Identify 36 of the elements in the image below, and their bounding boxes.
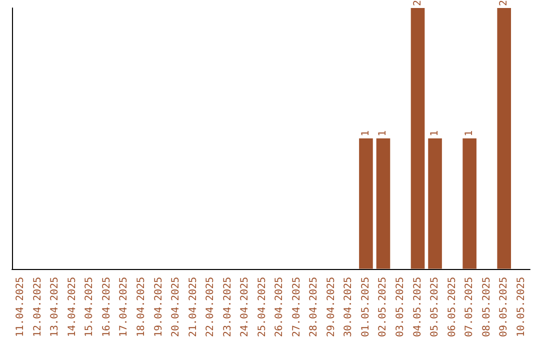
x-tick-label: 30.04.2025: [343, 276, 354, 338]
x-tick-label: 01.05.2025: [360, 276, 372, 338]
x-tick-label: 06.05.2025: [446, 276, 458, 338]
x-tick-label: 23.04.2025: [222, 276, 234, 338]
x-tick-label: 09.05.2025: [498, 276, 510, 338]
x-tick-label: 12.04.2025: [32, 276, 44, 338]
x-tick-label: 25.04.2025: [256, 276, 268, 338]
x-tick-label: 28.04.2025: [308, 276, 320, 338]
x-tick-label: 14.04.2025: [66, 276, 78, 338]
x-tick-label: 17.04.2025: [118, 276, 130, 338]
x-tick-label: 27.04.2025: [291, 276, 302, 338]
x-tick-label: 26.04.2025: [274, 276, 286, 338]
x-tick-label: 13.04.2025: [50, 276, 61, 338]
data-label: 1: [378, 130, 389, 136]
x-tick-label: 11.04.2025: [15, 276, 26, 338]
x-tick-label: 21.04.2025: [188, 276, 199, 338]
x-tick-label: 16.04.2025: [101, 276, 112, 338]
x-tick-label: 15.04.2025: [84, 276, 96, 338]
x-tick-label: 07.05.2025: [464, 276, 476, 338]
x-tick-label: 05.05.2025: [430, 276, 441, 338]
data-label: 2: [412, 0, 424, 6]
x-tick-label: 10.05.2025: [516, 276, 527, 338]
x-tick-label: 03.05.2025: [395, 276, 406, 338]
data-label: 1: [430, 130, 441, 136]
x-tick-label: 02.05.2025: [378, 276, 389, 338]
data-label: 2: [498, 0, 510, 6]
x-tick-label: 22.04.2025: [205, 276, 216, 338]
x-tick-label: 19.04.2025: [153, 276, 164, 338]
data-label: 1: [360, 130, 372, 136]
x-tick-label: 08.05.2025: [481, 276, 492, 338]
x-tick-label: 24.04.2025: [240, 276, 251, 338]
x-tick-label: 29.04.2025: [326, 276, 337, 338]
data-label: 1: [464, 130, 476, 136]
x-tick-label: 18.04.2025: [136, 276, 147, 338]
x-tick-label: 04.05.2025: [412, 276, 424, 338]
x-tick-label: 20.04.2025: [170, 276, 182, 338]
